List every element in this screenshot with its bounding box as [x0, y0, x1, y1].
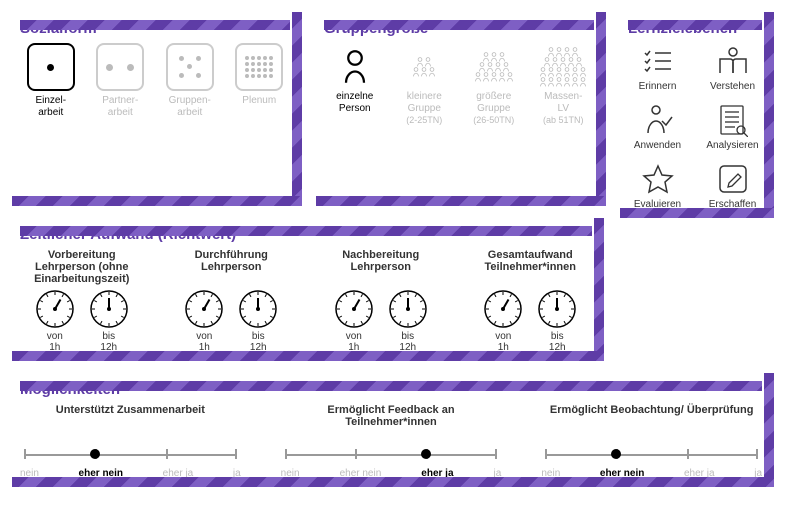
lernziel-5[interactable]: Erschaffen — [703, 161, 762, 210]
gruppengroesse-options: einzelnePerson kleinereGruppe(2-25TN) gr… — [324, 43, 594, 126]
slider-0: Unterstützt Zusammenarbeit neineher nein… — [20, 404, 241, 479]
dice-icon — [235, 43, 283, 91]
people-icon — [533, 43, 595, 91]
slider-labels: neineher neineher jaja — [20, 468, 241, 479]
zeit-group-0: Vorbereitung Lehrperson (ohne Einarbeitu… — [20, 249, 144, 353]
lernziel-0[interactable]: Erinnern — [628, 43, 687, 92]
lernziel-icon — [703, 161, 762, 197]
zeit-group-1: Durchführung Lehrperson von1h bis12h — [170, 249, 294, 353]
slider-2: Ermöglicht Beobachtung/ Überprüfung nein… — [541, 404, 762, 479]
lernziel-1[interactable]: Verstehen — [703, 43, 762, 92]
lernziel-label: Evaluieren — [634, 199, 681, 210]
dice-icon — [96, 43, 144, 91]
opt-label: Plenum — [229, 95, 291, 107]
slider-track[interactable] — [545, 444, 758, 466]
zeit-clocks: Vorbereitung Lehrperson (ohne Einarbeitu… — [20, 249, 592, 353]
gruppengroesse-panel: Gruppengröße einzelnePerson kleinereGrup… — [316, 12, 606, 206]
zeit-group-header: Gesamtaufwand Teilnehmer*innen — [469, 249, 593, 289]
people-icon — [394, 43, 456, 91]
lernziele-grid: Erinnern Verstehen Anwenden Analysieren … — [628, 43, 762, 210]
gruppe-opt-1[interactable]: kleinereGruppe(2-25TN) — [394, 43, 456, 126]
slider-header: Ermöglicht Beobachtung/ Überprüfung — [541, 404, 762, 438]
slider-header: Unterstützt Zusammenarbeit — [20, 404, 241, 438]
zeit-group-header: Durchführung Lehrperson — [170, 249, 294, 289]
slider-track[interactable] — [24, 444, 237, 466]
gruppe-opt-3[interactable]: Massen-LV(ab 51TN) — [533, 43, 595, 126]
slider-track[interactable] — [285, 444, 498, 466]
people-icon — [463, 43, 525, 91]
lernziel-label: Analysieren — [706, 140, 758, 151]
clock-von: von1h — [35, 289, 75, 353]
lernziel-icon — [628, 161, 687, 197]
opt-label: Gruppen- — [159, 95, 221, 107]
lernziele-panel: Lernzielebenen Erinnern Verstehen Anwend… — [620, 12, 774, 218]
slider-knob[interactable] — [421, 449, 431, 459]
opt-label: arbeit — [159, 107, 221, 119]
lernziel-label: Verstehen — [710, 81, 755, 92]
moeglichkeiten-panel: Möglichkeiten Unterstützt Zusammenarbeit… — [12, 373, 774, 487]
sozialform-options: Einzel- arbeit Partner- arbeit Gruppen- … — [20, 43, 290, 119]
clock-bis: bis12h — [537, 289, 577, 353]
clock-von: von1h — [483, 289, 523, 353]
opt-label: arbeit — [90, 107, 152, 119]
moeglichkeiten-sliders: Unterstützt Zusammenarbeit neineher nein… — [20, 404, 762, 479]
sozial-opt-3[interactable]: Plenum — [229, 43, 291, 119]
slider-header: Ermöglicht Feedback an Teilnehmer*innen — [281, 404, 502, 438]
lernziel-3[interactable]: Analysieren — [703, 102, 762, 151]
dice-icon — [166, 43, 214, 91]
dice-icon — [27, 43, 75, 91]
clock-bis: bis12h — [238, 289, 278, 353]
zeit-group-header: Vorbereitung Lehrperson (ohne Einarbeitu… — [20, 249, 144, 289]
lernziel-2[interactable]: Anwenden — [628, 102, 687, 151]
zeit-panel: Zeitlicher Aufwand (Richtwert) Vorbereit… — [12, 218, 604, 361]
opt-label: arbeit — [20, 107, 82, 119]
lernziel-label: Erschaffen — [709, 199, 757, 210]
zeit-group-2: Nachbereitung Lehrperson von1h bis12h — [319, 249, 443, 353]
clock-von: von1h — [184, 289, 224, 353]
sozial-opt-1[interactable]: Partner- arbeit — [90, 43, 152, 119]
zeit-group-3: Gesamtaufwand Teilnehmer*innen von1h bis… — [469, 249, 593, 353]
slider-labels: neineher neineher jaja — [541, 468, 762, 479]
clock-bis: bis12h — [388, 289, 428, 353]
opt-label: Einzel- — [20, 95, 82, 107]
lernziel-icon — [703, 43, 762, 79]
lernziel-icon — [628, 102, 687, 138]
lernziel-label: Erinnern — [639, 81, 677, 92]
slider-labels: neineher neineher jaja — [281, 468, 502, 479]
sozial-opt-0[interactable]: Einzel- arbeit — [20, 43, 82, 119]
lernziel-icon — [628, 43, 687, 79]
zeit-group-header: Nachbereitung Lehrperson — [319, 249, 443, 289]
lernziel-icon — [703, 102, 762, 138]
slider-knob[interactable] — [611, 449, 621, 459]
people-icon — [324, 43, 386, 91]
clock-bis: bis12h — [89, 289, 129, 353]
slider-1: Ermöglicht Feedback an Teilnehmer*innen … — [281, 404, 502, 479]
lernziel-4[interactable]: Evaluieren — [628, 161, 687, 210]
sozialform-panel: Sozialform Einzel- arbeit Partner- arbei… — [12, 12, 302, 206]
gruppe-opt-0[interactable]: einzelnePerson — [324, 43, 386, 126]
sozial-opt-2[interactable]: Gruppen- arbeit — [159, 43, 221, 119]
gruppe-opt-2[interactable]: größereGruppe(26-50TN) — [463, 43, 525, 126]
lernziel-label: Anwenden — [634, 140, 681, 151]
opt-label: Partner- — [90, 95, 152, 107]
clock-von: von1h — [334, 289, 374, 353]
slider-knob[interactable] — [90, 449, 100, 459]
